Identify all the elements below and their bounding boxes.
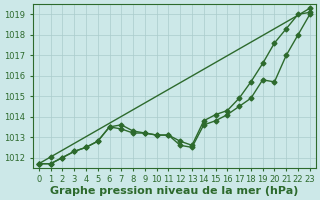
X-axis label: Graphe pression niveau de la mer (hPa): Graphe pression niveau de la mer (hPa) bbox=[50, 186, 299, 196]
